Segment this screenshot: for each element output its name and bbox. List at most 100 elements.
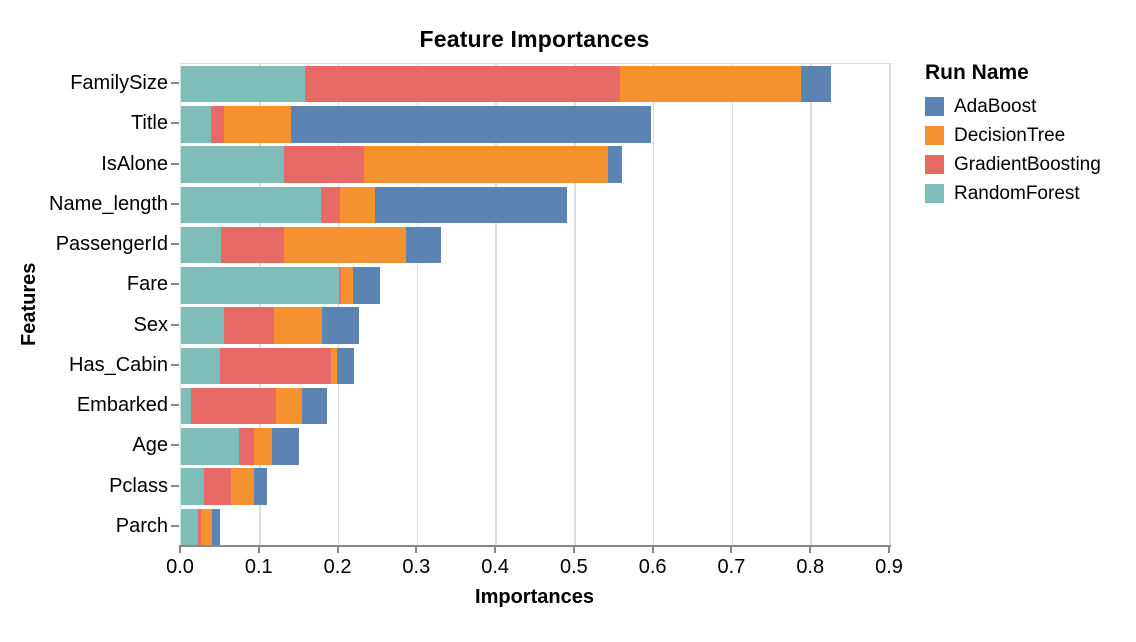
bar-segment-parch-decisiontree [200,508,212,546]
bar-segment-familysize-decisiontree [619,65,801,103]
bar-segment-sex-adaboost [322,307,360,344]
bar-segment-parch-randomforest [181,508,199,546]
x-tick [572,547,575,553]
bar-segment-isalone-randomforest [181,146,285,183]
bar-segment-fare-adaboost [352,267,381,304]
x-tick [257,547,260,553]
x-tick-label: 0.2 [323,556,352,578]
bar-segment-pclass-randomforest [181,468,204,505]
x-tick-label: 0.7 [717,556,746,578]
bar-segment-embarked-gradientboosting [191,387,277,425]
y-tick [171,202,179,205]
legend-entry-randomforest: RandomForest [925,184,1130,203]
bar-segment-age-gradientboosting [238,428,255,465]
y-tick [171,444,179,447]
legend-entries: AdaBoost DecisionTree GradientBoosting Rand… [925,97,1130,203]
bar-segment-name_length-decisiontree [340,186,375,224]
y-tick-label-has_cabin: Has_Cabin [69,353,168,376]
x-tick-label: 0.6 [638,556,667,578]
bar-segment-passengerid-gradientboosting [221,226,285,264]
bar-segment-familysize-randomforest [181,65,305,103]
x-tick-label: 0.4 [481,556,510,578]
y-tick [171,484,179,487]
bar-segment-isalone-decisiontree [363,146,608,183]
x-tick [730,547,733,553]
bar-segment-parch-gradientboosting [198,508,201,546]
bar-segment-sex-decisiontree [273,307,322,344]
bar-segment-age-decisiontree [254,428,273,465]
bar-segment-has_cabin-gradientboosting [220,347,331,385]
bar-segment-sex-gradientboosting [224,307,274,344]
y-tick-label-familysize: FamilySize [70,72,168,95]
bar-segment-isalone-adaboost [607,146,623,183]
bar-segment-name_length-gradientboosting [321,186,341,224]
bar-segment-name_length-adaboost [374,186,567,224]
chart-title: Feature Importances [419,26,650,52]
y-axis-title: Features [18,262,40,347]
bar-segment-age-randomforest [181,428,239,465]
bar-segment-familysize-gradientboosting [304,65,620,103]
y-tick-label-name_length: Name_length [49,192,168,215]
bar-segment-parch-adaboost [211,508,220,546]
legend-swatch-gradientboosting [925,155,944,174]
x-tick [888,547,890,553]
bar-segment-title-decisiontree [224,106,292,143]
bar-segment-title-adaboost [291,106,652,143]
bar-segment-sex-randomforest [181,307,225,344]
x-tick [809,547,812,553]
legend-swatch-randomforest [925,184,944,203]
bar-segment-age-adaboost [272,428,300,465]
gridline [495,64,497,547]
gridline [810,64,812,547]
legend-swatch-decisiontree [925,126,944,145]
gridline [259,64,261,547]
y-tick-label-parch: Parch [115,514,168,537]
x-tick [415,547,418,553]
bar-segment-isalone-gradientboosting [284,146,364,183]
bar-segment-embarked-decisiontree [276,387,303,425]
x-tick-label: 0.8 [796,556,825,578]
legend-label: RandomForest [954,183,1080,204]
legend: Run Name AdaBoost DecisionTree GradientBoo… [925,61,1130,213]
x-tick [651,547,654,553]
bar-segment-fare-decisiontree [340,267,353,304]
legend-entry-adaboost: AdaBoost [925,97,1130,116]
y-tick [171,122,179,125]
x-axis-line [179,545,891,547]
bar-segment-has_cabin-decisiontree [330,347,337,385]
y-tick [171,404,179,407]
legend-entry-decisiontree: DecisionTree [925,126,1130,145]
bar-segment-name_length-randomforest [181,186,322,224]
legend-label: AdaBoost [954,96,1037,117]
legend-label: DecisionTree [954,125,1066,146]
x-axis-title: Importances [475,586,594,608]
y-tick-label-sex: Sex [133,313,168,336]
x-tick [336,547,339,553]
bar-segment-passengerid-randomforest [181,226,222,264]
y-tick-label-pclass: Pclass [109,474,168,497]
x-tick [179,547,181,553]
y-tick-label-age: Age [132,434,168,457]
bar-segment-embarked-randomforest [181,387,192,425]
y-tick [171,162,179,165]
gridline [337,64,340,547]
y-tick [171,363,179,366]
gridline [731,64,734,547]
x-tick [494,547,497,553]
bar-segment-familysize-adaboost [800,65,831,103]
y-tick [171,524,179,527]
y-tick-label-title: Title [130,112,168,135]
gridline [574,64,576,547]
bar-segment-pclass-decisiontree [230,468,255,505]
plot-area [180,63,891,547]
y-tick-label-embarked: Embarked [76,394,168,417]
bar-segment-pclass-gradientboosting [203,468,231,505]
bar-segment-passengerid-adaboost [406,226,441,264]
legend-swatch-adaboost [925,97,944,116]
y-tick [171,243,179,246]
legend-title: Run Name [925,61,1029,84]
y-tick [171,82,179,85]
bar-segment-passengerid-decisiontree [284,226,407,264]
bar-segment-embarked-adaboost [302,387,327,425]
y-tick [171,283,179,286]
